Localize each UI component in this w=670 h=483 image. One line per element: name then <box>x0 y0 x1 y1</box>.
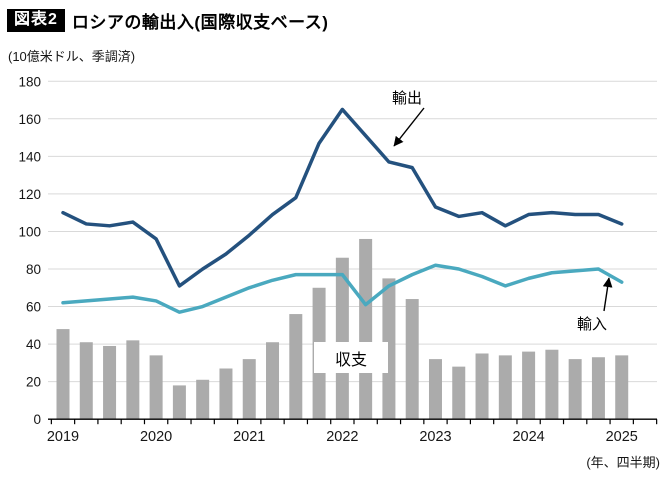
balance-bar <box>219 368 233 420</box>
x-axis-note: (年、四半期) <box>586 455 660 470</box>
x-year-label: 2023 <box>419 429 451 445</box>
export-line <box>61 107 624 288</box>
y-tick-label: 20 <box>26 375 41 390</box>
balance-bar <box>149 355 163 420</box>
x-year-label: 2021 <box>233 429 265 445</box>
balance-bar <box>312 287 326 420</box>
balance-bar <box>428 359 442 420</box>
y-axis-unit-note: (10億米ドル、季調済) <box>8 49 136 64</box>
balance-bar <box>56 329 70 420</box>
balance-bar <box>359 238 373 420</box>
y-tick-label: 160 <box>18 112 41 127</box>
balance-bar <box>172 385 186 420</box>
balance-bar <box>242 359 256 420</box>
balance-bar <box>475 353 489 420</box>
balance-bar <box>382 278 396 420</box>
balance-bar <box>405 299 419 420</box>
balance-bar <box>79 342 93 420</box>
balance-bar <box>615 355 629 420</box>
balance-bar <box>196 379 210 420</box>
y-tick-label: 100 <box>18 224 41 239</box>
y-tick-label: 180 <box>18 74 41 89</box>
import-line <box>61 263 624 314</box>
balance-bar <box>522 351 536 420</box>
balance-bar <box>266 342 280 420</box>
y-tick-label: 60 <box>26 300 41 315</box>
balance-bar <box>289 314 303 420</box>
balance-bar <box>568 359 582 420</box>
balance-bar <box>545 349 559 420</box>
x-year-label: 2019 <box>47 429 79 445</box>
balance-bar <box>498 355 512 420</box>
x-year-label: 2022 <box>326 429 358 445</box>
balance-bar <box>126 340 140 420</box>
chart-header: 図表2 ロシアの輸出入(国際収支ベース) <box>7 8 328 33</box>
y-tick-label: 40 <box>26 337 41 352</box>
x-year-label: 2024 <box>512 429 544 445</box>
y-tick-label: 140 <box>18 149 41 164</box>
y-tick-label: 80 <box>26 262 41 277</box>
x-year-label: 2025 <box>606 429 638 445</box>
balance-bar <box>591 357 605 420</box>
figure-tag: 図表2 <box>7 8 65 33</box>
balance-bar <box>335 257 349 420</box>
x-year-label: 2020 <box>140 429 172 445</box>
balance-bar <box>103 345 117 420</box>
y-tick-label: 120 <box>18 187 41 202</box>
y-tick-label: 0 <box>33 412 41 427</box>
page-title: ロシアの輸出入(国際収支ベース) <box>71 13 329 32</box>
balance-bar <box>452 366 466 420</box>
